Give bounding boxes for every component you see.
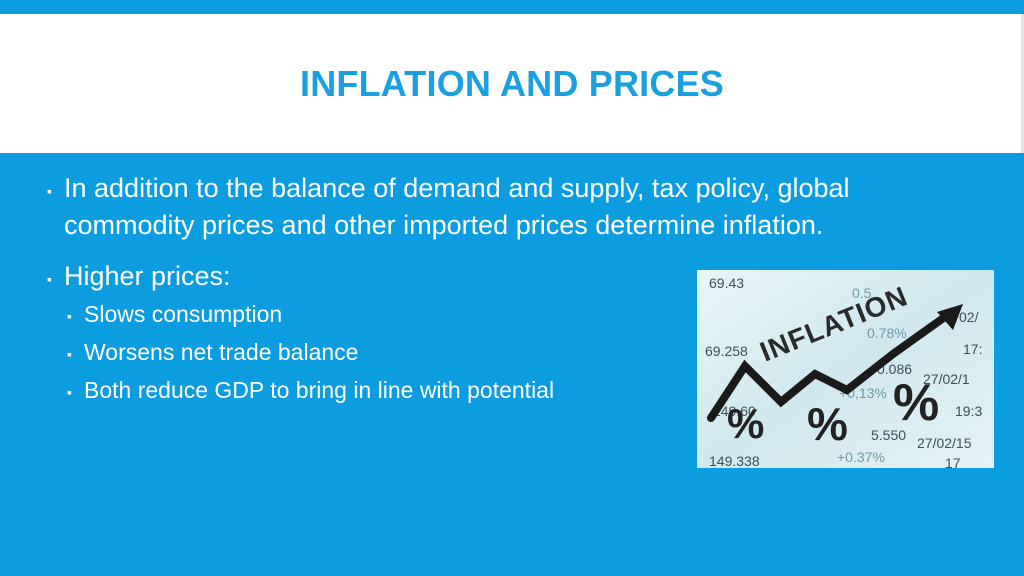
ticker-value: 17 [945,455,961,468]
percent-icon: % [807,398,848,450]
title-band-edge [1021,14,1024,153]
ticker-value: 27/02/1 [923,371,970,387]
sub-bullet-text: Worsens net trade balance [84,339,359,365]
slide-content: ▪ In addition to the balance of demand a… [44,170,964,409]
percent-icon: % [893,374,939,432]
ticker-value: 149.338 [709,453,760,468]
ticker-value: 19:3 [955,403,982,419]
title-band: INFLATION AND PRICES [0,14,1024,153]
bullet-marker: ▪ [67,308,72,324]
arrow-head-icon [937,304,963,330]
ticker-values: 69.43 0.5 02/ 69.258 0.78% 17: 0.086 27/… [705,275,982,468]
ticker-value: 02/ [959,309,979,325]
sub-bullet-item: ▪ Worsens net trade balance [64,333,964,371]
ticker-value: 0.5 [852,285,872,301]
bullet-marker: ▪ [67,346,72,362]
ticker-value: 5.550 [871,427,906,443]
ticker-value: 0.086 [877,361,912,377]
trend-arrow-line [707,310,953,422]
sub-bullet-item: ▪ Slows consumption [64,295,964,333]
percent-icon: % [727,400,764,447]
ticker-value: 149.60 [713,403,756,419]
ticker-value: 69.258 [705,343,748,359]
percent-signs: % % % [727,374,939,450]
bullet-marker: ▪ [67,384,72,400]
inflation-illustration: 69.43 0.5 02/ 69.258 0.78% 17: 0.086 27/… [697,270,994,468]
bullet-text: Higher prices: [64,261,231,291]
ticker-value: 0.78% [867,325,907,341]
inflation-image: 69.43 0.5 02/ 69.258 0.78% 17: 0.086 27/… [697,270,994,468]
bullet-marker: ▪ [47,183,52,199]
bullet-marker: ▪ [47,271,52,287]
sub-bullet-text: Slows consumption [84,301,283,327]
bullet-item: ▪ Higher prices: [44,258,964,295]
ticker-value: 17: [963,341,982,357]
ticker-value: 69.43 [709,275,744,291]
bullet-text: In addition to the balance of demand and… [64,173,850,240]
bullet-item: ▪ In addition to the balance of demand a… [44,170,954,244]
sub-bullet-item: ▪ Both reduce GDP to bring in line with … [64,371,964,409]
ticker-value: 27/02/15 [917,435,972,451]
slide-title: INFLATION AND PRICES [300,63,724,104]
sub-bullet-text: Both reduce GDP to bring in line with po… [84,377,555,403]
ticker-value: +0.37% [837,449,885,465]
